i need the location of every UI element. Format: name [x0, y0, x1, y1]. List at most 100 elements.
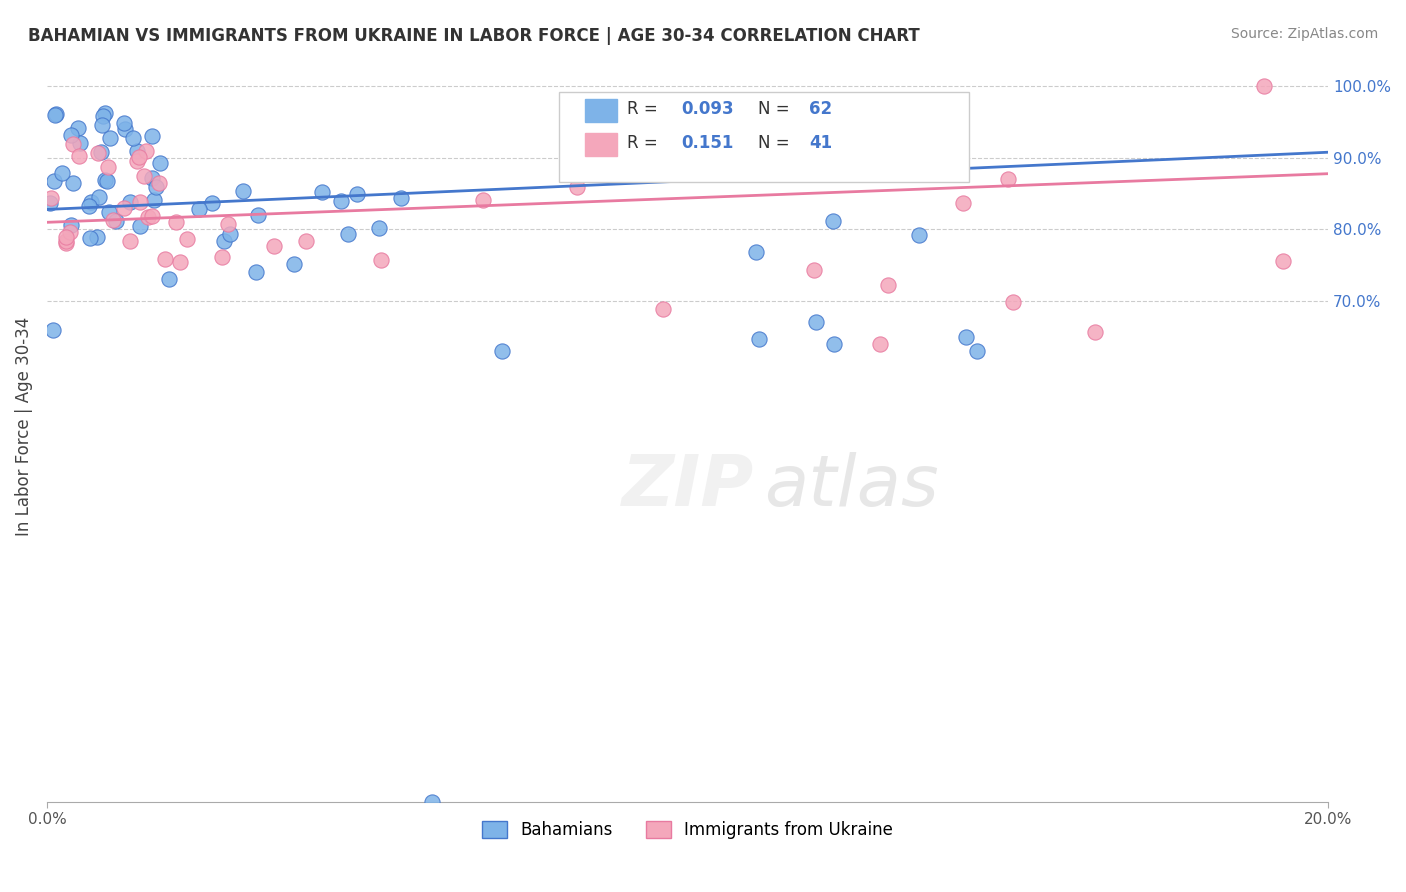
- Immigrants from Ukraine: [39, 191, 62, 205]
- Bahamians: [337, 227, 360, 242]
- Bahamians: [98, 131, 121, 145]
- Immigrants from Ukraine: [952, 196, 974, 211]
- Immigrants from Ukraine: [87, 145, 110, 160]
- Bahamians: [143, 193, 166, 207]
- Immigrants from Ukraine: [118, 234, 141, 248]
- Immigrants from Ukraine: [55, 229, 77, 244]
- Y-axis label: In Labor Force | Age 30-34: In Labor Force | Age 30-34: [15, 317, 32, 536]
- Bahamians: [145, 180, 167, 194]
- Bahamians: [51, 166, 73, 180]
- Immigrants from Ukraine: [55, 235, 77, 249]
- Immigrants from Ukraine: [59, 225, 82, 239]
- Immigrants from Ukraine: [134, 169, 156, 184]
- Immigrants from Ukraine: [135, 144, 157, 158]
- FancyBboxPatch shape: [560, 92, 969, 182]
- Text: R =: R =: [627, 100, 664, 119]
- Bahamians: [66, 121, 89, 136]
- Immigrants from Ukraine: [129, 194, 152, 209]
- Bahamians: [141, 170, 163, 185]
- Bahamians: [141, 128, 163, 143]
- Text: N =: N =: [758, 134, 794, 152]
- Immigrants from Ukraine: [127, 153, 149, 168]
- Immigrants from Ukraine: [370, 253, 392, 268]
- Bahamians: [804, 315, 827, 329]
- Immigrants from Ukraine: [295, 235, 318, 249]
- Bahamians: [93, 109, 115, 123]
- Text: 41: 41: [810, 134, 832, 152]
- Bahamians: [96, 174, 118, 188]
- Immigrants from Ukraine: [803, 263, 825, 277]
- Bahamians: [62, 176, 84, 190]
- Bahamians: [87, 190, 110, 204]
- Bahamians: [69, 136, 91, 150]
- Bahamians: [422, 795, 444, 809]
- Bahamians: [77, 199, 100, 213]
- Bahamians: [966, 344, 988, 359]
- Bahamians: [114, 122, 136, 136]
- Bahamians: [389, 191, 412, 205]
- Bahamians: [125, 144, 148, 158]
- Text: 0.093: 0.093: [681, 100, 734, 119]
- Bahamians: [311, 186, 333, 200]
- Bahamians: [283, 257, 305, 271]
- Immigrants from Ukraine: [1002, 294, 1025, 309]
- Bahamians: [112, 116, 135, 130]
- Immigrants from Ukraine: [67, 149, 90, 163]
- Bar: [585, 133, 617, 156]
- Bahamians: [908, 227, 931, 242]
- Bahamians: [86, 229, 108, 244]
- Bahamians: [98, 204, 121, 219]
- Immigrants from Ukraine: [169, 255, 191, 269]
- Immigrants from Ukraine: [101, 212, 124, 227]
- Bahamians: [823, 213, 845, 227]
- Text: BAHAMIAN VS IMMIGRANTS FROM UKRAINE IN LABOR FORCE | AGE 30-34 CORRELATION CHART: BAHAMIAN VS IMMIGRANTS FROM UKRAINE IN L…: [28, 27, 920, 45]
- Bahamians: [128, 219, 150, 233]
- Bahamians: [491, 344, 513, 359]
- Text: N =: N =: [758, 100, 794, 119]
- Bahamians: [247, 208, 270, 222]
- Bahamians: [59, 128, 82, 142]
- Bahamians: [45, 107, 67, 121]
- Immigrants from Ukraine: [112, 201, 135, 215]
- Bahamians: [748, 332, 770, 346]
- Bahamians: [200, 195, 222, 210]
- Bahamians: [245, 265, 267, 279]
- Bahamians: [93, 172, 115, 186]
- Text: Source: ZipAtlas.com: Source: ZipAtlas.com: [1230, 27, 1378, 41]
- Bahamians: [955, 330, 977, 344]
- Immigrants from Ukraine: [1253, 79, 1275, 94]
- Bar: [585, 100, 617, 122]
- Immigrants from Ukraine: [651, 302, 673, 317]
- Text: ZIP: ZIP: [621, 451, 754, 521]
- Immigrants from Ukraine: [155, 252, 177, 266]
- Immigrants from Ukraine: [869, 337, 891, 351]
- Immigrants from Ukraine: [176, 232, 198, 246]
- Immigrants from Ukraine: [136, 210, 159, 224]
- Bahamians: [745, 244, 768, 259]
- Bahamians: [330, 194, 353, 209]
- Bahamians: [188, 202, 211, 216]
- Bahamians: [212, 234, 235, 248]
- Text: R =: R =: [627, 134, 664, 152]
- Bahamians: [218, 227, 240, 241]
- Text: 62: 62: [810, 100, 832, 119]
- Bahamians: [823, 337, 845, 351]
- Bahamians: [93, 105, 115, 120]
- Immigrants from Ukraine: [263, 238, 285, 252]
- Bahamians: [42, 322, 65, 336]
- Immigrants from Ukraine: [165, 215, 187, 229]
- Immigrants from Ukraine: [217, 217, 239, 231]
- Bahamians: [44, 174, 66, 188]
- Legend: Bahamians, Immigrants from Ukraine: Bahamians, Immigrants from Ukraine: [475, 814, 900, 846]
- Bahamians: [80, 194, 103, 209]
- Bahamians: [232, 185, 254, 199]
- Immigrants from Ukraine: [55, 235, 77, 250]
- Text: atlas: atlas: [765, 451, 939, 521]
- Immigrants from Ukraine: [211, 251, 233, 265]
- Bahamians: [740, 166, 762, 180]
- Bahamians: [105, 214, 128, 228]
- Immigrants from Ukraine: [1084, 325, 1107, 339]
- Text: 0.151: 0.151: [681, 134, 734, 152]
- Bahamians: [60, 218, 83, 232]
- Immigrants from Ukraine: [1271, 254, 1294, 268]
